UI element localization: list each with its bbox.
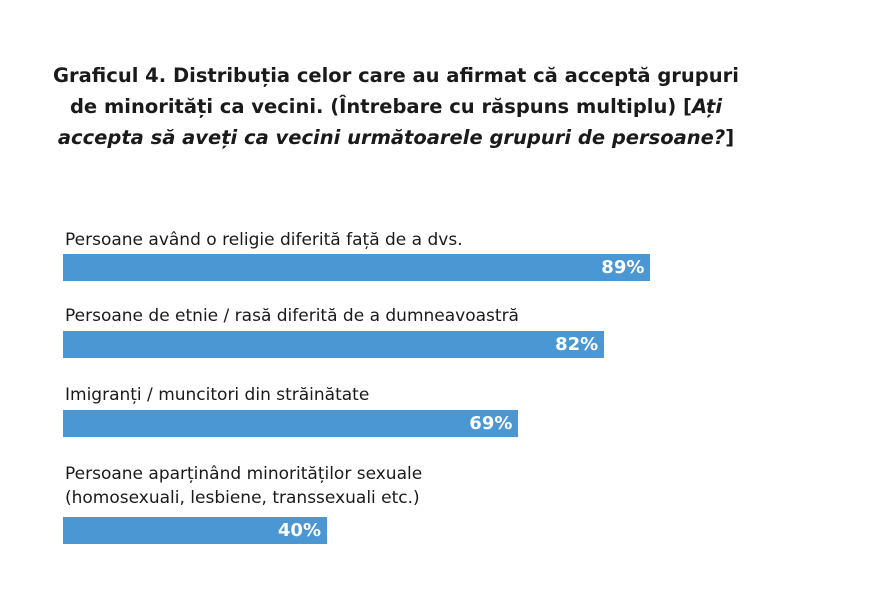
chart-title-end: ] xyxy=(725,126,735,149)
bar: 40% xyxy=(63,517,327,544)
category-label: Persoane de etnie / rasă diferită de a d… xyxy=(65,306,519,326)
category-label: Persoane aparținând minorităților sexual… xyxy=(65,464,423,508)
category-label: Persoane având o religie diferită față d… xyxy=(65,230,463,250)
data-label: 82% xyxy=(555,334,599,355)
bar: 69% xyxy=(63,410,519,437)
data-label: 89% xyxy=(601,257,645,278)
bar: 89% xyxy=(63,254,651,281)
category-label: Imigranți / muncitori din străinătate xyxy=(65,385,370,405)
chart-title-question: Ați accepta să aveți ca vecini următoare… xyxy=(57,95,726,149)
bar: 82% xyxy=(63,331,605,358)
chart-title: Graficul 4. Distribuția celor care au af… xyxy=(40,60,752,153)
chart-title-main: Graficul 4. Distribuția celor care au af… xyxy=(53,64,739,118)
data-label: 69% xyxy=(469,413,513,434)
data-label: 40% xyxy=(277,520,321,541)
